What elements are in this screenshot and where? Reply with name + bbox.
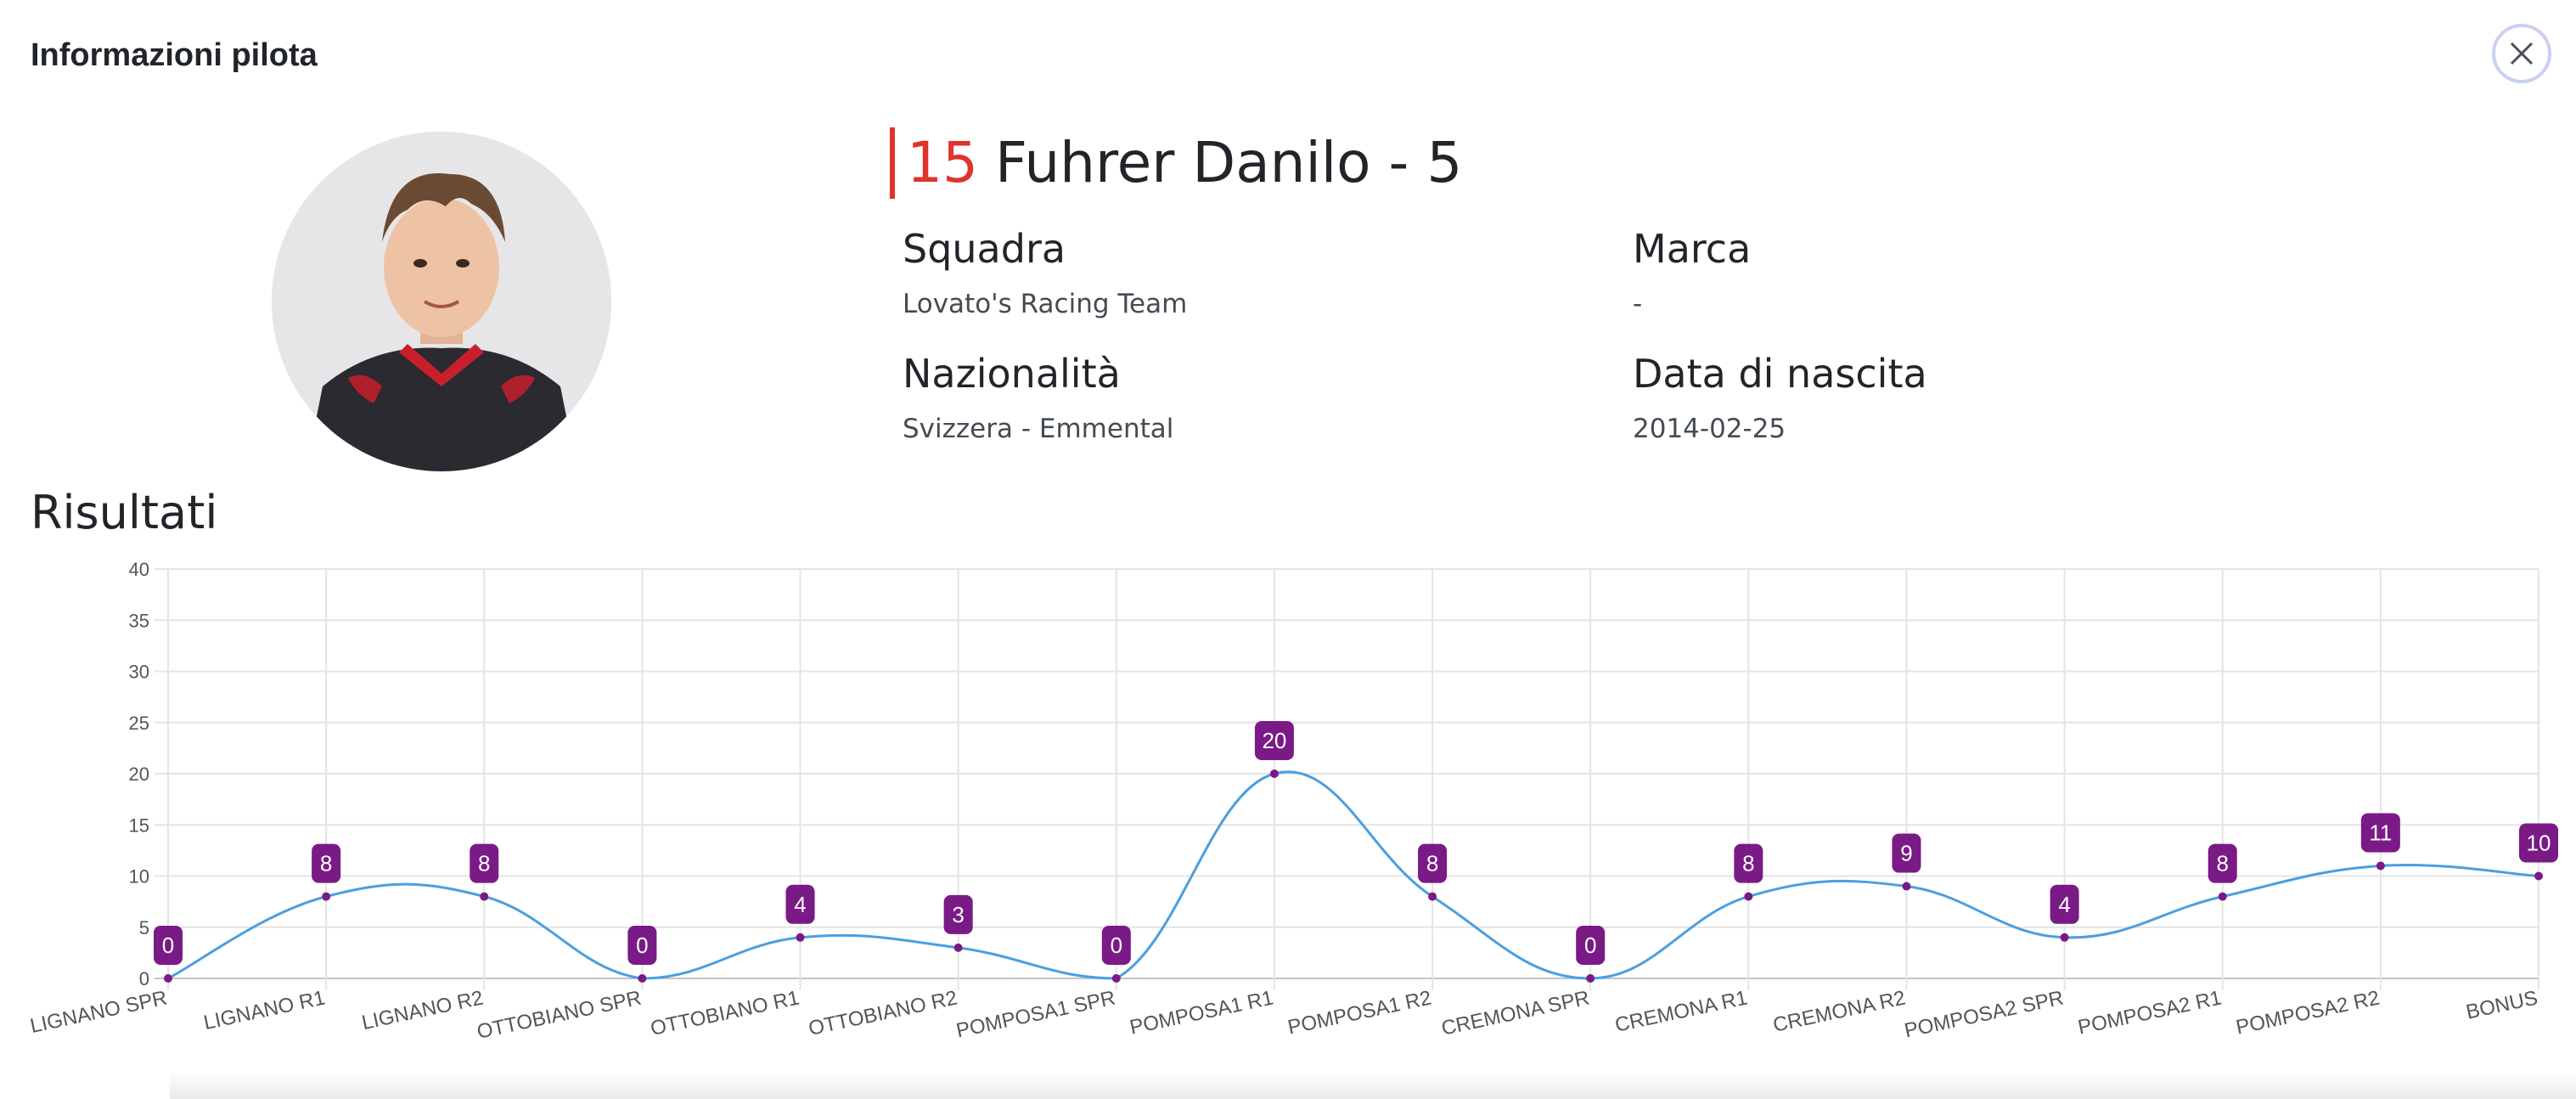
x-tick-label: CREMONA R2 — [1771, 986, 1908, 1036]
modal-title: Informazioni pilota — [31, 37, 318, 73]
data-label: 8 — [1742, 851, 1754, 876]
x-tick-label: POMPOSA2 SPR — [1903, 986, 2066, 1042]
data-label-bg — [2050, 884, 2079, 924]
y-tick-label: 25 — [129, 713, 149, 734]
x-tick-label: LIGNANO R2 — [360, 986, 486, 1034]
data-label: 0 — [636, 933, 648, 958]
results-title: Risultati — [31, 486, 218, 539]
data-point — [1269, 769, 1279, 778]
data-label: 4 — [794, 892, 806, 917]
data-label-bg — [1418, 843, 1448, 883]
data-label-bg — [1576, 926, 1606, 965]
modal-footer-shadow — [170, 1072, 2576, 1099]
close-button[interactable] — [2492, 24, 2551, 83]
y-tick-label: 10 — [129, 866, 149, 888]
data-label-bg — [470, 843, 499, 883]
data-point — [953, 943, 963, 952]
nascita-label: Data di nascita — [1633, 351, 1927, 397]
data-label: 8 — [478, 851, 490, 876]
y-tick-label: 15 — [129, 814, 149, 836]
data-point — [1586, 974, 1595, 983]
data-label: 8 — [1426, 851, 1438, 876]
close-icon — [2510, 42, 2534, 65]
y-tick-label: 20 — [129, 764, 149, 785]
x-tick-label: OTTOBIANO R1 — [649, 986, 801, 1040]
data-point — [322, 892, 331, 901]
pilot-number: 15 — [907, 130, 978, 195]
y-tick-label: 0 — [139, 968, 149, 989]
data-label-bg — [943, 894, 973, 934]
data-point — [2060, 933, 2069, 942]
data-point — [2534, 871, 2543, 881]
data-point — [1428, 892, 1437, 901]
nazionalita-label: Nazionalità — [903, 351, 1121, 397]
x-tick-label: POMPOSA2 R1 — [2076, 986, 2224, 1039]
x-tick-label: OTTOBIANO SPR — [475, 986, 643, 1043]
x-tick-label: BONUS — [2464, 986, 2539, 1023]
x-tick-label: LIGNANO SPR — [28, 986, 169, 1038]
x-tick-label: OTTOBIANO R2 — [807, 986, 959, 1040]
data-point — [638, 974, 647, 983]
data-label: 20 — [1262, 728, 1286, 753]
data-label-bg — [1254, 721, 1294, 760]
nascita-value: 2014-02-25 — [1633, 414, 1786, 444]
marca-value: - — [1633, 289, 1643, 319]
data-point — [1111, 974, 1121, 983]
data-label: 11 — [2369, 820, 2392, 845]
data-label-bg — [785, 884, 815, 924]
y-tick-label: 5 — [139, 917, 149, 938]
pilot-header: 15 Fuhrer Danilo - 5 — [890, 127, 1462, 199]
squadra-value: Lovato's Racing Team — [903, 289, 1188, 319]
x-tick-label: LIGNANO R1 — [202, 986, 328, 1034]
data-label-bg — [154, 926, 183, 965]
pilot-avatar — [272, 132, 611, 471]
data-label-bg — [312, 843, 341, 883]
y-tick-label: 30 — [129, 662, 149, 683]
data-label: 0 — [1111, 933, 1122, 958]
data-label: 8 — [320, 851, 332, 876]
data-label: 4 — [2058, 892, 2070, 917]
x-tick-label: POMPOSA1 R2 — [1285, 986, 1433, 1039]
data-point — [1744, 892, 1753, 901]
data-label-bg — [1734, 843, 1763, 883]
data-label: 10 — [2527, 831, 2551, 856]
data-label: 3 — [952, 902, 964, 927]
squadra-label: Squadra — [903, 226, 1066, 272]
data-point — [2218, 892, 2227, 901]
data-label-bg — [2519, 823, 2558, 863]
data-label: 8 — [2216, 851, 2228, 876]
data-label-bg — [2208, 843, 2237, 883]
data-point — [480, 892, 489, 901]
data-point — [796, 933, 805, 942]
nazionalita-value: Svizzera - Emmental — [903, 414, 1174, 444]
series-line — [167, 770, 2539, 980]
x-tick-label: POMPOSA2 R2 — [2234, 986, 2382, 1039]
data-label-bg — [627, 926, 657, 965]
x-tick-label: POMPOSA1 SPR — [954, 986, 1117, 1042]
data-label-bg — [1892, 833, 1921, 873]
marca-label: Marca — [1633, 226, 1752, 272]
data-label: 0 — [1584, 933, 1596, 958]
y-tick-label: 35 — [129, 610, 149, 631]
y-tick-label: 40 — [129, 559, 149, 580]
data-label-bg — [1101, 926, 1131, 965]
data-point — [164, 974, 172, 983]
x-tick-label: CREMONA R1 — [1613, 986, 1750, 1036]
data-label: 9 — [1900, 841, 1912, 866]
data-point — [1902, 882, 1911, 891]
data-label: 0 — [162, 933, 174, 958]
x-tick-label: POMPOSA1 R1 — [1128, 986, 1275, 1039]
data-point — [2376, 861, 2385, 871]
x-tick-label: CREMONA SPR — [1439, 986, 1591, 1040]
pilot-name: Fuhrer Danilo - 5 — [994, 130, 1463, 195]
data-label-bg — [2360, 813, 2400, 853]
